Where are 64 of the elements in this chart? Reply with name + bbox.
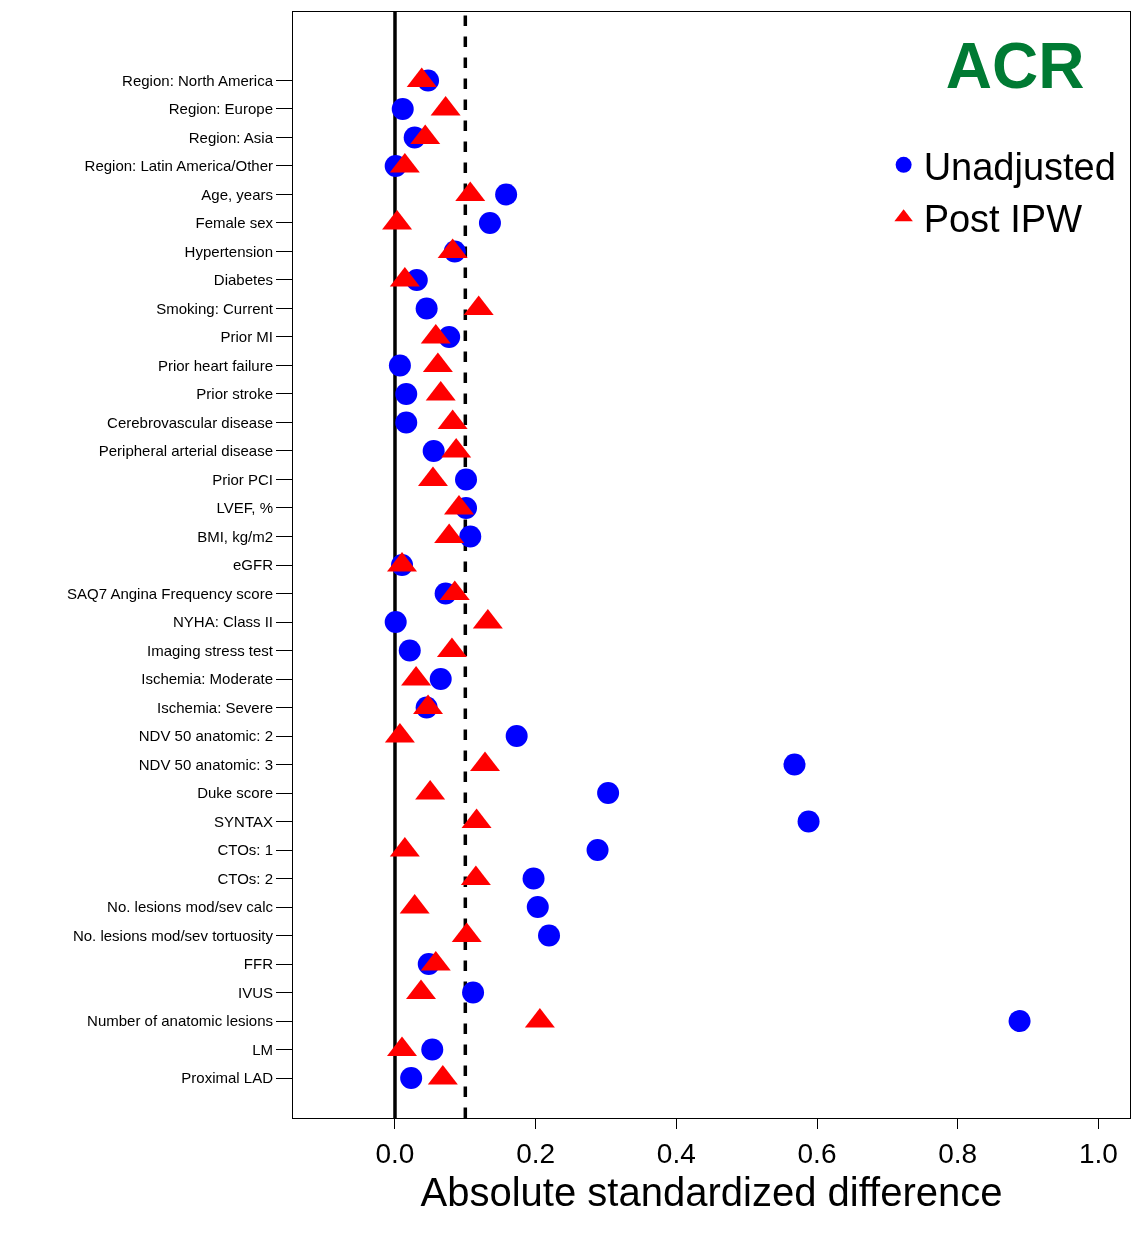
y-tick-label: Ischemia: Severe (157, 698, 273, 716)
x-tick-label: 0.6 (797, 1137, 837, 1169)
point (395, 411, 418, 434)
legend-label: Post IPW (923, 198, 1083, 241)
x-tick-label: 0.2 (516, 1137, 556, 1169)
y-tick-label: NDV 50 anatomic: 2 (138, 727, 273, 745)
legend-label: Unadjusted (923, 145, 1116, 188)
y-tick-label: FFR (243, 955, 274, 973)
y-tick-label: Prior PCI (212, 470, 273, 488)
y-tick-label: Prior heart failure (157, 356, 273, 374)
y-tick-label: Prior MI (220, 328, 273, 346)
point (398, 639, 421, 662)
y-tick-label: eGFR (232, 556, 274, 574)
y-tick-label: LVEF, % (216, 499, 273, 517)
x-axis-title: Absolute standardized difference (420, 1170, 1003, 1215)
y-tick-label: Proximal LAD (181, 1069, 274, 1087)
y-tick-label: No. lesions mod/sev calc (107, 898, 274, 916)
x-tick-label: 0.0 (375, 1137, 415, 1169)
y-tick-label: LM (252, 1040, 273, 1058)
point (455, 468, 478, 491)
point (495, 183, 518, 206)
point (478, 211, 501, 234)
point (384, 611, 407, 633)
y-tick-label: Region: Latin America/Other (84, 157, 273, 175)
y-tick-label: Age, years (201, 185, 273, 203)
point (462, 981, 485, 1004)
y-tick-label: Duke score (197, 784, 273, 802)
y-tick-label: Hypertension (184, 242, 273, 260)
point (797, 810, 820, 833)
y-tick-label: SAQ7 Angina Frequency score (67, 584, 273, 602)
y-tick-label: SYNTAX (214, 812, 273, 830)
point (415, 297, 438, 320)
point (522, 867, 545, 890)
y-tick-label: NDV 50 anatomic: 3 (138, 755, 273, 773)
y-tick-label: Prior stroke (196, 385, 273, 403)
point (783, 753, 806, 776)
y-tick-label: IVUS (237, 983, 273, 1001)
x-tick-label: 1.0 (1078, 1137, 1118, 1169)
y-tick-label: Imaging stress test (147, 641, 274, 659)
point (422, 439, 445, 462)
y-tick-label: CTOs: 2 (217, 869, 273, 887)
y-tick-label: NYHA: Class II (172, 613, 273, 631)
y-tick-label: Region: Europe (168, 100, 273, 118)
y-tick-label: Ischemia: Moderate (141, 670, 273, 688)
point (421, 1038, 444, 1061)
point (538, 924, 561, 947)
y-tick-label: Peripheral arterial disease (98, 442, 273, 460)
y-tick-label: Region: North America (122, 71, 274, 89)
y-tick-label: Number of anatomic lesions (87, 1012, 273, 1030)
y-tick-label: Region: Asia (188, 128, 274, 146)
y-tick-label: Cerebrovascular disease (107, 413, 273, 431)
y-tick-label: BMI, kg/m2 (197, 527, 273, 545)
y-tick-label: Smoking: Current (156, 299, 274, 317)
point (388, 354, 411, 377)
y-tick-label: CTOs: 1 (217, 841, 273, 859)
x-tick-label: 0.4 (656, 1137, 696, 1169)
chart-title: ACR (945, 30, 1085, 103)
point (391, 97, 414, 120)
y-tick-label: Female sex (195, 214, 274, 232)
x-tick-label: 0.8 (938, 1137, 978, 1169)
y-tick-label: Diabetes (213, 271, 273, 289)
point (459, 525, 482, 548)
y-tick-label: No. lesions mod/sev tortuosity (72, 926, 274, 944)
point (395, 382, 418, 405)
